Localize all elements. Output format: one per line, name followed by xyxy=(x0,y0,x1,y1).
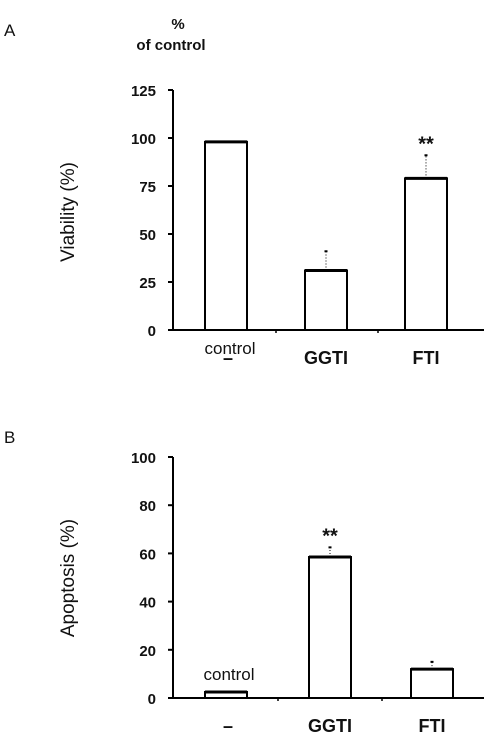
y-axis-label-viability: Viability (%) xyxy=(58,162,79,262)
panel-b-y-tick-label: 80 xyxy=(139,498,156,515)
panel-b-y-tick-label: 100 xyxy=(131,450,156,467)
panel-b-category-label-0: – xyxy=(223,716,233,736)
panel-b-y-tick-label: 40 xyxy=(139,595,156,612)
panel-b-bar-1 xyxy=(308,556,352,700)
panel-a-y-tick-label: 50 xyxy=(139,227,156,244)
panel-b-y-tick-label: 0 xyxy=(148,691,156,708)
panel-b-y-tick-label: 60 xyxy=(139,546,156,563)
panel-a-y-tick-label: 100 xyxy=(131,131,156,148)
panel-a-y-tick-label: 75 xyxy=(139,179,156,196)
panel-b-significance-1: ** xyxy=(322,525,338,547)
panel-a-bar-1 xyxy=(304,269,348,332)
panel-a-y-tick-label: 125 xyxy=(131,83,156,100)
panel-a-category-label-1: GGTI xyxy=(304,348,348,368)
panel-a-significance-2: ** xyxy=(418,133,434,155)
panel-a-bar-2 xyxy=(404,177,448,331)
panel-a-y-tick-label: 25 xyxy=(139,275,156,292)
panel-a-letter: A xyxy=(4,21,16,40)
control-label-a: control xyxy=(204,339,255,358)
panel-a-bar-0 xyxy=(204,140,248,331)
panel-b-y-tick-label: 20 xyxy=(139,643,156,660)
panel-a-y-tick-label: 0 xyxy=(148,323,156,340)
panel-a-category-label-0: – xyxy=(223,348,233,368)
panel-b-category-label-1: GGTI xyxy=(308,716,352,736)
units-label-of-control: of control xyxy=(136,37,205,54)
panel-b-apoptosis-chart: B Apoptosis (%) control 0 20 40 60 80 100 – ** G… xyxy=(4,428,484,736)
units-label-percent: % xyxy=(171,16,184,33)
y-axis-label-apoptosis: Apoptosis (%) xyxy=(58,519,79,637)
panel-a-category-label-2: FTI xyxy=(413,348,440,368)
control-label-b: control xyxy=(203,665,254,684)
panel-b-category-label-2: FTI xyxy=(419,716,446,736)
panel-b-letter: B xyxy=(4,428,15,447)
panel-a-viability-chart: A % of control Viability (%) control 0 25… xyxy=(4,16,484,368)
panel-b-bar-2 xyxy=(410,668,454,700)
